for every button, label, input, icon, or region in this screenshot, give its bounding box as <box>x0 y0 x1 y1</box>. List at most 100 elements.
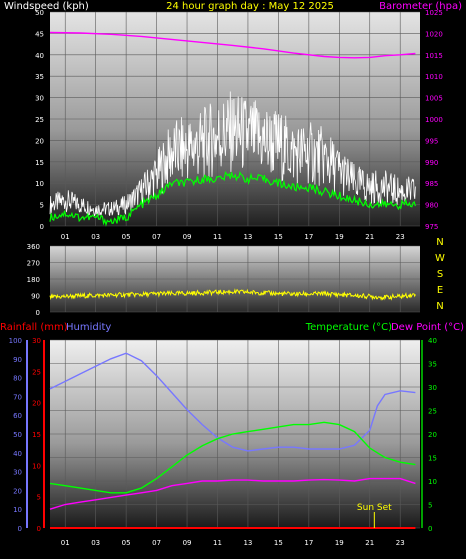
rainfall-tick-label: 5 <box>37 494 41 502</box>
compass-label: N <box>436 301 443 312</box>
temperature-x-tick-label: 17 <box>304 539 313 547</box>
barometer-right-axis: 975 980 985 990 995 1000 1005 1010 1015 1020 1025 <box>425 9 443 231</box>
temperature-series <box>49 352 416 529</box>
wind-left-tick-label: 25 <box>35 116 44 124</box>
temperature-tick-label: 35 <box>428 361 437 369</box>
direction-series <box>49 288 416 301</box>
humidity-header-label: Humidity <box>66 322 111 333</box>
wind-x-tick-label: 09 <box>183 233 192 241</box>
temperature-x-tick-label: 13 <box>243 539 252 547</box>
temperature-tick-label: 25 <box>428 408 437 416</box>
barometer-right-tick-label: 990 <box>425 159 438 167</box>
humidity-tick-label: 0 <box>18 525 22 533</box>
rainfall-tick-label: 20 <box>32 400 41 408</box>
sunset-annotation: Sun Set <box>357 503 392 513</box>
rainfall-tick-label: 15 <box>32 431 41 439</box>
rainfall-tick-label: 30 <box>32 337 41 345</box>
direction-left-tick-label: 270 <box>27 260 40 268</box>
wind-x-tick-label: 21 <box>365 233 374 241</box>
dewpoint-header-label: Dew Point (°C) <box>391 322 464 333</box>
wind-x-tick-label: 05 <box>122 233 131 241</box>
barometer-right-tick-label: 1005 <box>425 95 443 103</box>
wind-header-label: Windspeed (kph) <box>4 1 89 12</box>
temperature-x-tick-label: 01 <box>61 539 70 547</box>
compass-label: E <box>437 285 443 296</box>
barometer-header-label: Barometer (hpa) <box>379 1 462 12</box>
rainfall-tick-label: 10 <box>32 462 41 470</box>
temperature-line <box>49 421 416 494</box>
wind-left-tick-label: 35 <box>35 73 44 81</box>
rainfall-tick-label: 25 <box>32 368 41 376</box>
humidity-tick-label: 20 <box>13 487 22 495</box>
wind-x-tick-label: 19 <box>335 233 344 241</box>
humidity-tick-label: 10 <box>13 506 22 514</box>
barometer-right-tick-label: 1025 <box>425 9 443 17</box>
temperature-x-tick-label: 03 <box>91 539 100 547</box>
temperature-header-label: Temperature (°C) <box>305 322 392 333</box>
temperature-x-tick-label: 21 <box>365 539 374 547</box>
humidity-tick-label: 60 <box>13 412 22 420</box>
temperature-tick-label: 0 <box>428 525 432 533</box>
wind-left-axis: 0 5 10 15 20 25 30 35 40 45 50 <box>35 9 44 231</box>
temperature-x-tick-label: 19 <box>335 539 344 547</box>
rainfall-axis: 0 5 10 15 20 25 30 <box>32 337 41 533</box>
compass-label: S <box>437 269 443 280</box>
humidity-tick-label: 90 <box>13 356 22 364</box>
wind-x-tick-label: 03 <box>91 233 100 241</box>
temperature-tick-label: 30 <box>428 384 437 392</box>
wind-direction-line <box>49 288 416 301</box>
gust-line <box>49 170 416 227</box>
wind-left-tick-label: 40 <box>35 52 44 60</box>
humidity-tick-label: 30 <box>13 469 22 477</box>
rainfall-header-label: Rainfall (mm) <box>0 322 68 333</box>
temperature-tick-label: 15 <box>428 455 437 463</box>
temperature-tick-label: 5 <box>428 502 432 510</box>
compass-label: W <box>435 253 445 264</box>
wind-x-tick-label: 11 <box>213 233 222 241</box>
wind-left-tick-label: 45 <box>35 30 44 38</box>
temperature-axis: 0 5 10 15 20 25 30 35 40 <box>428 337 437 533</box>
barometer-right-tick-label: 980 <box>425 202 438 210</box>
wind-left-tick-label: 50 <box>35 9 44 17</box>
temperature-x-tick-label: 23 <box>396 539 405 547</box>
wind-left-tick-label: 10 <box>35 180 44 188</box>
humidity-tick-label: 70 <box>13 393 22 401</box>
humidity-tick-label: 50 <box>13 431 22 439</box>
temperature-x-tick-label: 05 <box>122 539 131 547</box>
direction-left-axis: 0 90 180 270 360 <box>27 243 40 317</box>
wind-x-tick-label: 15 <box>274 233 283 241</box>
barometer-right-tick-label: 1010 <box>425 73 443 81</box>
wind-x-tick-label: 13 <box>243 233 252 241</box>
temperature-tick-label: 10 <box>428 478 437 486</box>
barometer-right-tick-label: 1020 <box>425 30 443 38</box>
temperature-x-axis: 01 03 05 07 09 11 13 15 17 19 21 23 <box>61 539 405 547</box>
temperature-x-tick-label: 11 <box>213 539 222 547</box>
barometer-right-tick-label: 995 <box>425 137 438 145</box>
humidity-line <box>49 352 416 452</box>
wind-x-tick-label: 17 <box>304 233 313 241</box>
barometer-right-tick-label: 985 <box>425 180 438 188</box>
rainfall-tick-label: 0 <box>37 525 41 533</box>
barometer-right-tick-label: 1000 <box>425 116 443 124</box>
temperature-x-tick-label: 07 <box>152 539 161 547</box>
wind-left-tick-label: 30 <box>35 95 44 103</box>
humidity-tick-label: 40 <box>13 450 22 458</box>
direction-left-tick-label: 90 <box>31 293 40 301</box>
compass-label: N <box>436 237 443 248</box>
wind-x-tick-label: 23 <box>396 233 405 241</box>
temperature-grid <box>50 339 420 529</box>
barometer-right-tick-label: 1015 <box>425 52 443 60</box>
humidity-axis: 0 10 20 30 40 50 60 70 80 90 100 <box>9 337 22 533</box>
direction-left-tick-label: 360 <box>27 243 40 251</box>
temperature-x-tick-label: 09 <box>183 539 192 547</box>
dewpoint-line <box>49 477 416 510</box>
wind-left-tick-label: 5 <box>40 202 44 210</box>
direction-left-tick-label: 0 <box>36 309 40 317</box>
wind-x-tick-label: 07 <box>152 233 161 241</box>
humidity-tick-label: 80 <box>13 375 22 383</box>
wind-left-tick-label: 0 <box>40 223 44 231</box>
wind-left-tick-label: 15 <box>35 159 44 167</box>
direction-grid <box>50 245 420 313</box>
